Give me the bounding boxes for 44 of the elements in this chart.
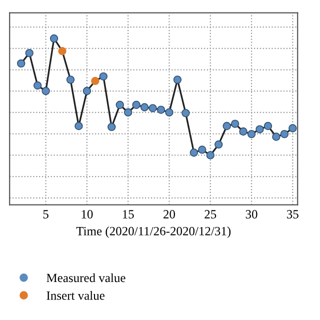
point: [288, 124, 297, 132]
point: [173, 76, 182, 84]
point: [206, 151, 214, 160]
point: [256, 125, 264, 134]
x-tick-label: 20: [164, 210, 176, 218]
point: [116, 100, 124, 109]
point: [264, 122, 272, 130]
point: [280, 130, 289, 138]
point: [148, 104, 157, 112]
point: [198, 146, 206, 154]
point: [140, 103, 149, 112]
point: [91, 76, 100, 86]
legend-label: Insert value: [46, 291, 104, 300]
point: [82, 86, 92, 96]
legend-label: Measured value: [46, 273, 126, 282]
point: [230, 120, 240, 128]
point: [247, 130, 256, 138]
x-tick-label: 30: [246, 210, 258, 218]
point: [74, 122, 83, 130]
point: [17, 59, 26, 68]
point: [156, 106, 166, 114]
point: [33, 81, 42, 90]
point: [25, 48, 34, 58]
point: [182, 108, 190, 118]
point: [272, 132, 280, 141]
x-tick-label: 15: [122, 210, 134, 218]
x-axis-title: Time (2020/11/26-2020/12/31): [76, 226, 231, 238]
point: [239, 127, 248, 136]
x-tick-label: 5: [43, 210, 48, 218]
point: [42, 86, 50, 96]
point: [58, 46, 66, 56]
point: [124, 108, 132, 116]
x-tick-label: 10: [82, 210, 93, 218]
point: [190, 148, 198, 157]
x-tick-label: 25: [204, 210, 216, 218]
point: [108, 122, 116, 132]
point: [99, 72, 108, 81]
point: [214, 140, 223, 149]
point: [50, 34, 58, 43]
point: [222, 122, 231, 130]
point: [66, 76, 75, 84]
point: [132, 100, 140, 109]
x-tick-label: 35: [287, 210, 298, 218]
point: [165, 108, 174, 116]
